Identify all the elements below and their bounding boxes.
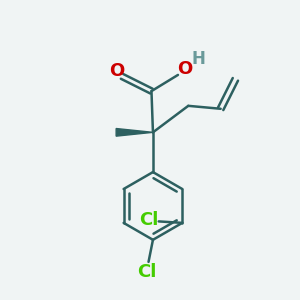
Text: O: O	[177, 60, 192, 78]
Text: O: O	[109, 62, 124, 80]
Text: H: H	[191, 50, 205, 68]
Text: Cl: Cl	[137, 263, 157, 281]
Text: Cl: Cl	[139, 211, 158, 229]
Polygon shape	[116, 128, 153, 136]
